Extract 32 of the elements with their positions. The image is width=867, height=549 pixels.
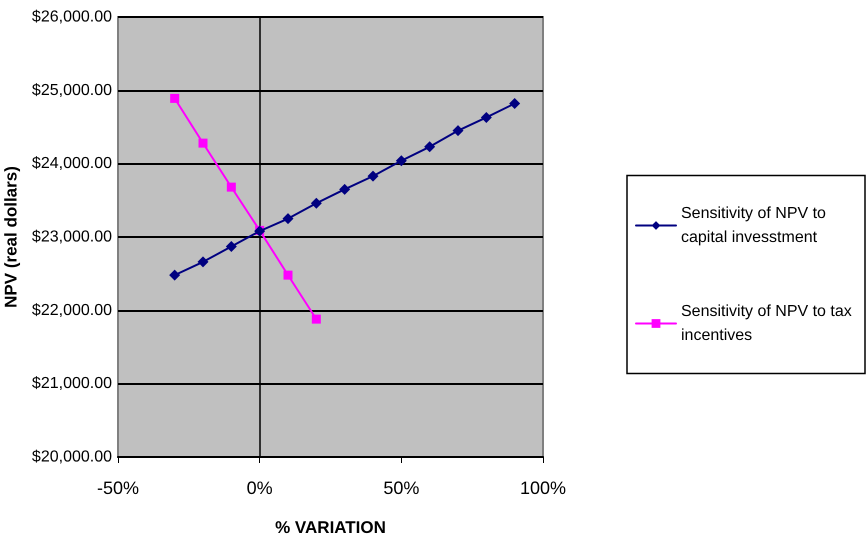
legend-label: Sensitivity of NPV to capital invesstment	[681, 205, 830, 246]
point	[284, 270, 292, 280]
y-tick-label: $23,000.00	[32, 228, 112, 246]
point	[480, 112, 492, 123]
point	[226, 182, 236, 192]
y-tick-label: $21,000.00	[32, 375, 112, 392]
y-tick-label: $25,000.00	[32, 82, 112, 99]
x-axis-title: % VARIATION	[275, 518, 386, 537]
point	[312, 314, 321, 324]
point	[368, 170, 378, 182]
x-tick-label: 0%	[246, 478, 273, 498]
point	[169, 270, 180, 281]
point	[198, 256, 208, 268]
y-axis-title: NPV (real dollars)	[2, 166, 20, 308]
point	[396, 155, 407, 166]
x-tick-label: 100%	[520, 478, 566, 498]
point	[198, 138, 208, 148]
y-tick-label: $22,000.00	[32, 302, 112, 319]
x-tick-label: 50%	[383, 478, 420, 498]
point	[226, 241, 237, 252]
point	[424, 141, 436, 152]
y-tick-label: $26,000.00	[32, 8, 112, 26]
point	[310, 198, 322, 209]
legend-label: Sensitivity of NPV to tax incentives	[681, 303, 856, 344]
point	[282, 213, 294, 224]
y-tick-label: $20,000.00	[32, 448, 112, 466]
point	[170, 94, 180, 103]
y-tick-label: $24,000.00	[32, 155, 112, 172]
x-tick-label: -50%	[96, 478, 140, 498]
point	[339, 184, 350, 195]
point	[509, 98, 520, 110]
point	[452, 125, 464, 136]
